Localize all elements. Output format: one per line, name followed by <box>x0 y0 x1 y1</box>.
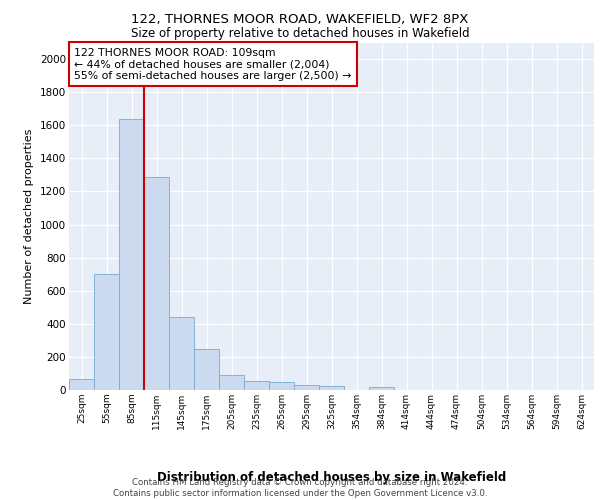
X-axis label: Distribution of detached houses by size in Wakefield: Distribution of detached houses by size … <box>157 471 506 484</box>
Bar <box>94 274 119 390</box>
Text: 122 THORNES MOOR ROAD: 109sqm
← 44% of detached houses are smaller (2,004)
55% o: 122 THORNES MOOR ROAD: 109sqm ← 44% of d… <box>74 48 352 81</box>
Bar <box>69 379 94 390</box>
Bar <box>269 382 294 390</box>
Bar <box>244 381 269 390</box>
Bar <box>369 387 394 390</box>
Bar <box>219 375 244 390</box>
Text: Contains HM Land Registry data © Crown copyright and database right 2024.
Contai: Contains HM Land Registry data © Crown c… <box>113 478 487 498</box>
Y-axis label: Number of detached properties: Number of detached properties <box>25 128 34 304</box>
Bar <box>319 386 344 390</box>
Text: Size of property relative to detached houses in Wakefield: Size of property relative to detached ho… <box>131 28 469 40</box>
Bar <box>294 385 319 390</box>
Bar <box>194 348 219 390</box>
Bar <box>144 178 169 390</box>
Bar <box>119 118 144 390</box>
Text: 122, THORNES MOOR ROAD, WAKEFIELD, WF2 8PX: 122, THORNES MOOR ROAD, WAKEFIELD, WF2 8… <box>131 12 469 26</box>
Bar <box>169 317 194 390</box>
